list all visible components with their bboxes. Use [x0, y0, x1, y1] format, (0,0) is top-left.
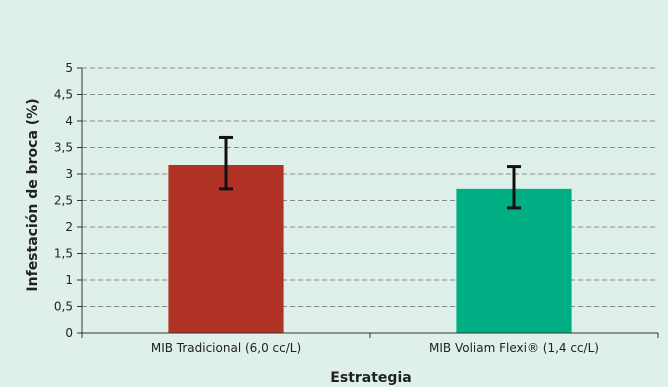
y-tick-label: 3,5: [54, 141, 73, 155]
y-tick-label: 1,5: [54, 247, 73, 261]
y-tick-label: 2: [65, 220, 73, 234]
y-tick-label: 3: [65, 167, 73, 181]
bars: [168, 164, 572, 333]
bar-1: [168, 164, 284, 333]
error-bars: [219, 135, 521, 210]
x-category-label: MIB Voliam Flexi® (1,4 cc/L): [429, 341, 599, 355]
x-axis-title: Estrategia: [330, 370, 411, 386]
y-tick-label: 5: [65, 61, 73, 75]
y-tick-label: 4: [65, 114, 73, 128]
bar-2: [456, 188, 572, 333]
y-tick-label: 0,5: [54, 300, 73, 314]
x-category-labels: MIB Tradicional (6,0 cc/L) MIB Voliam Fle…: [151, 341, 599, 355]
y-tick-label: 2,5: [54, 194, 73, 208]
y-tick-label: 4,5: [54, 88, 73, 102]
y-tick-labels: 0 0,5 1 1,5 2 2,5 3 3,5 4 4,5 5: [54, 61, 73, 340]
y-tick-label: 0: [65, 326, 73, 340]
x-category-label: MIB Tradicional (6,0 cc/L): [151, 341, 301, 355]
y-tick-label: 1: [65, 273, 73, 287]
axes: [77, 67, 659, 338]
y-axis-title: Infestación de broca (%): [25, 98, 41, 291]
